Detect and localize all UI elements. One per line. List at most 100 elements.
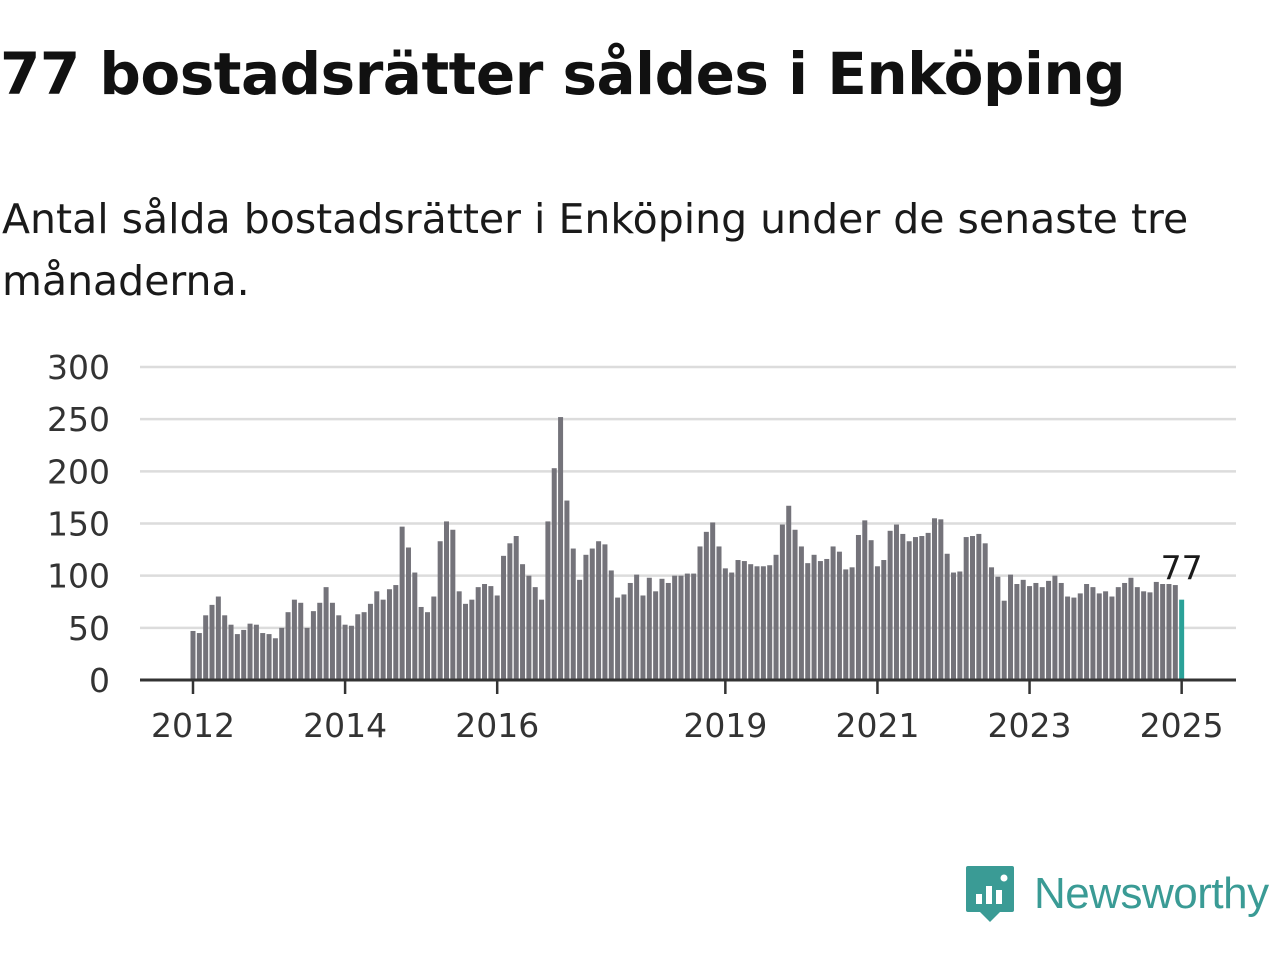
bar xyxy=(291,599,297,680)
bar xyxy=(925,532,931,680)
bar xyxy=(608,570,614,680)
bar xyxy=(906,541,912,680)
bar xyxy=(1115,587,1121,680)
bar xyxy=(741,561,747,680)
bar xyxy=(386,589,392,680)
bar xyxy=(817,561,823,680)
bar xyxy=(551,468,557,680)
bar xyxy=(855,534,861,680)
bar xyxy=(868,540,874,680)
bar xyxy=(298,602,304,680)
bar xyxy=(374,591,380,680)
bar xyxy=(887,530,893,680)
bar xyxy=(1160,584,1166,680)
brand-logo: Newsworthy xyxy=(964,864,1269,924)
bar xyxy=(1020,579,1026,680)
bar xyxy=(748,564,754,680)
bar xyxy=(437,541,443,680)
bar xyxy=(754,566,760,680)
bar xyxy=(317,602,323,680)
y-tick-label: 250 xyxy=(47,400,110,439)
y-axis-tick-labels: 0 50 100 150 200 250 300 xyxy=(47,348,110,700)
bar xyxy=(1147,592,1153,680)
bar xyxy=(1090,587,1096,680)
bar xyxy=(424,612,430,680)
bar xyxy=(615,597,621,680)
bar xyxy=(710,522,716,680)
bar xyxy=(989,567,995,680)
bar xyxy=(361,612,367,680)
bar xyxy=(558,417,564,680)
bar xyxy=(951,572,956,680)
bar xyxy=(272,638,278,680)
bar xyxy=(253,624,259,680)
bar xyxy=(982,543,988,680)
bar xyxy=(1172,585,1178,680)
bar xyxy=(469,599,475,680)
y-tick-label: 300 xyxy=(47,348,110,387)
bar xyxy=(336,615,342,680)
y-tick-label: 100 xyxy=(47,557,110,596)
bar xyxy=(912,537,918,680)
bar xyxy=(310,611,316,680)
bar xyxy=(532,587,538,680)
bar xyxy=(716,546,722,680)
bar xyxy=(323,587,329,680)
x-tick-label: 2019 xyxy=(683,706,767,745)
bar xyxy=(836,551,842,680)
bar xyxy=(1084,584,1090,680)
bar xyxy=(203,615,209,680)
brand-name: Newsworthy xyxy=(1034,869,1269,918)
bar xyxy=(222,615,228,680)
bar xyxy=(659,578,665,680)
bar xyxy=(931,518,937,680)
bar xyxy=(602,544,608,680)
bar xyxy=(1096,593,1102,680)
bar xyxy=(1014,584,1020,680)
x-tick-label: 2016 xyxy=(455,706,539,745)
bar xyxy=(1134,587,1140,680)
bar xyxy=(583,554,589,680)
bar xyxy=(786,505,792,680)
bar xyxy=(627,582,633,680)
bar xyxy=(589,548,595,680)
bar xyxy=(266,634,272,680)
bar xyxy=(1027,586,1033,680)
bar xyxy=(779,524,785,680)
bar xyxy=(431,596,437,680)
bar xyxy=(811,554,817,680)
bar xyxy=(405,547,411,680)
bar xyxy=(805,563,811,680)
bar xyxy=(830,546,836,680)
bar xyxy=(234,634,240,680)
bar xyxy=(963,537,969,680)
bars xyxy=(190,417,1185,680)
bar xyxy=(456,591,462,680)
bar xyxy=(938,519,944,680)
bar xyxy=(1166,584,1172,680)
bar xyxy=(970,536,976,680)
bar xyxy=(957,571,963,680)
bar xyxy=(1033,582,1039,680)
bar xyxy=(1109,596,1115,680)
bar xyxy=(919,536,925,680)
bar xyxy=(450,529,456,680)
bar xyxy=(722,568,728,680)
bar xyxy=(678,575,684,680)
bar xyxy=(488,586,494,680)
bar xyxy=(862,520,868,680)
bar xyxy=(348,625,354,680)
bar xyxy=(393,585,399,680)
bar xyxy=(767,565,773,680)
y-tick-label: 200 xyxy=(47,452,110,491)
bar xyxy=(507,543,513,680)
bar xyxy=(570,548,576,680)
bar xyxy=(526,575,532,680)
bar xyxy=(874,566,880,680)
bar xyxy=(665,582,671,680)
bar xyxy=(773,554,779,680)
bar-latest xyxy=(1179,599,1185,680)
bar xyxy=(228,624,234,680)
bar xyxy=(190,630,196,680)
